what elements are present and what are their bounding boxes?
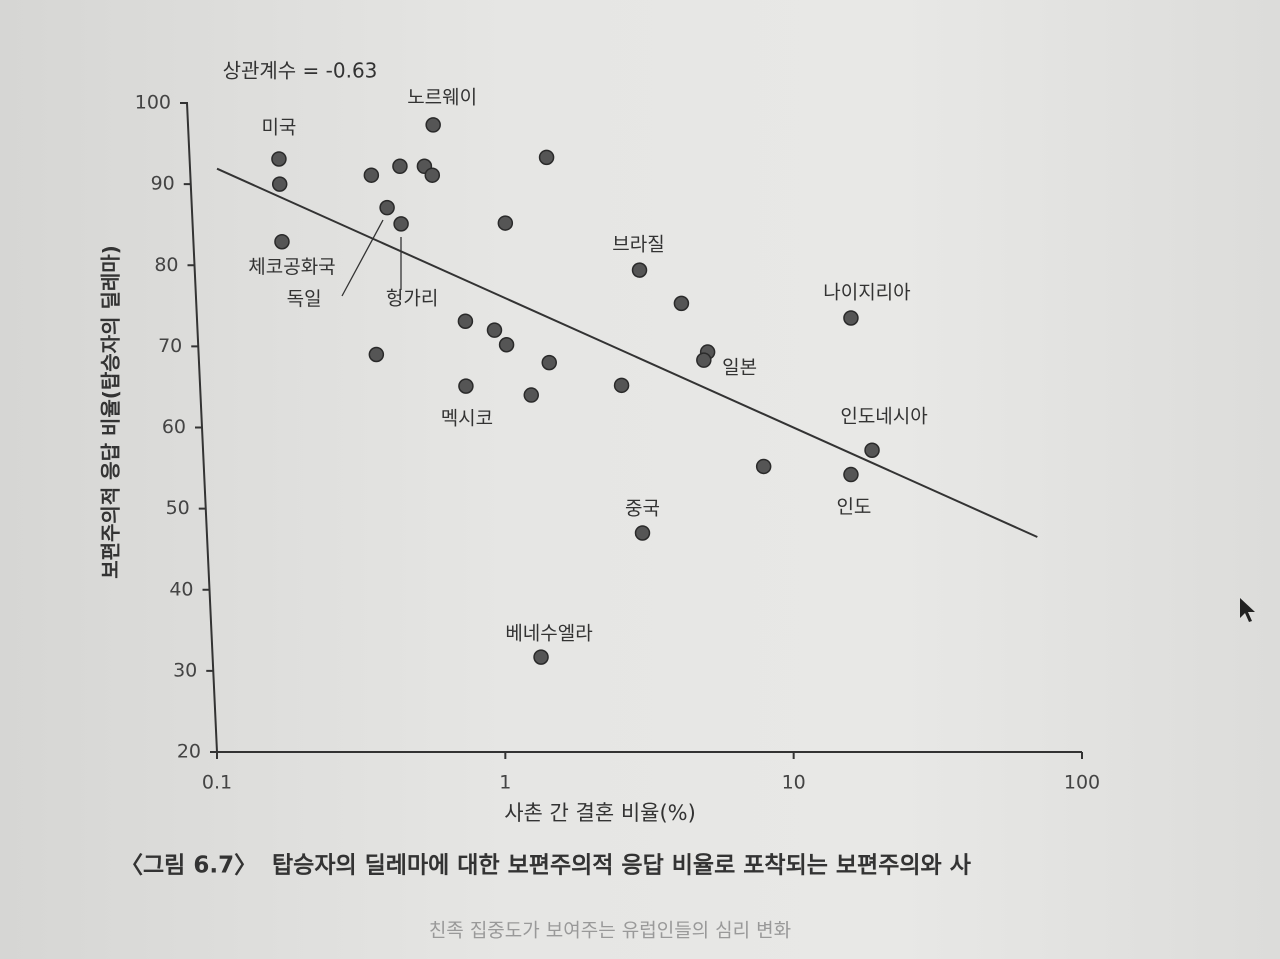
y-tick-label: 60: [162, 416, 186, 438]
point: [631, 262, 648, 278]
point-label: 베네수엘라: [505, 623, 592, 645]
leader-line: [341, 219, 384, 297]
y-axis-label: 보편주의적 응답 비율(탑승자의 딜레마): [99, 245, 123, 579]
point-label: 멕시코: [441, 408, 493, 430]
point: [538, 149, 555, 166]
point: [363, 167, 380, 183]
trend-line: [216, 167, 1038, 538]
point-label: 나이지리아: [823, 281, 910, 303]
point: [393, 216, 409, 232]
point-label: 헝가리: [386, 287, 438, 309]
point: [392, 158, 408, 175]
footer: 친족 집중도가 보여주는 유럽인들의 심리 변화: [429, 920, 791, 942]
x-axis-label: 사촌 간 결혼 비율(%): [504, 801, 696, 825]
y-tick-label: 100: [135, 92, 171, 114]
y-tick-label: 80: [154, 254, 178, 276]
point-label: 노르웨이: [407, 86, 477, 108]
x-tick-label: 100: [1064, 772, 1100, 794]
x-tick-label: 0.1: [202, 772, 232, 794]
point-label: 인도: [836, 496, 871, 518]
point: [613, 377, 630, 394]
y-tick-label: 40: [169, 578, 193, 600]
point-label: 미국: [261, 116, 296, 138]
annotation: 상관계수 = -0.63: [223, 59, 378, 83]
point: [673, 295, 690, 312]
point-label: 체코공화국: [248, 256, 335, 278]
point: [634, 525, 651, 541]
point: [486, 322, 503, 338]
y-tick-label: 90: [151, 173, 175, 195]
point: [498, 337, 515, 353]
point: [457, 313, 474, 329]
point: [843, 310, 859, 326]
point-label: 중국: [625, 497, 660, 519]
y-tick-label: 30: [173, 659, 197, 681]
point: [274, 233, 290, 250]
x-tick-label: 1: [499, 772, 511, 794]
point: [424, 167, 441, 183]
point: [379, 199, 395, 216]
point: [533, 649, 549, 665]
point: [425, 117, 441, 133]
point-label: 브라질: [612, 234, 664, 256]
point: [864, 442, 880, 458]
y-tick-label: 20: [177, 741, 201, 763]
point: [368, 346, 385, 363]
point-label: 독일: [287, 288, 322, 310]
caption-number: 〈그림 6.7〉: [120, 853, 257, 879]
cursor: [1240, 598, 1255, 622]
y-tick-label: 50: [166, 497, 190, 519]
point: [523, 387, 540, 403]
point: [271, 151, 287, 167]
point: [458, 378, 474, 394]
point: [755, 458, 772, 475]
point-label: 일본: [722, 357, 757, 379]
point: [271, 176, 288, 192]
x-tick-label: 10: [782, 772, 806, 794]
point: [541, 354, 557, 371]
caption-text: 탑승자의 딜레마에 대한 보편주의적 응답 비율로 포착되는 보편주의와 사: [272, 853, 971, 879]
point-label: 인도네시아: [840, 406, 927, 428]
y-tick-label: 70: [158, 335, 182, 357]
point: [696, 352, 712, 368]
point: [497, 215, 514, 231]
point: [843, 466, 859, 483]
